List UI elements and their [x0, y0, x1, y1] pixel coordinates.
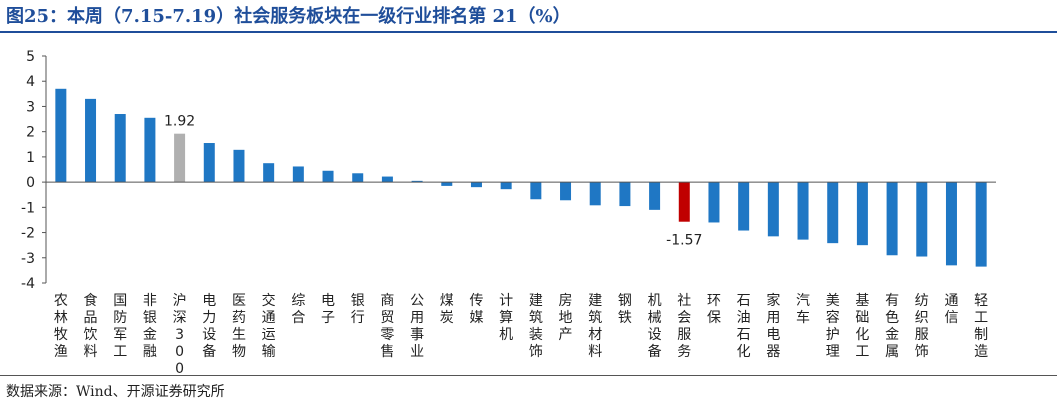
bar-15: [500, 182, 512, 190]
category-label: 建筑装饰: [529, 293, 543, 360]
bar-5: [203, 143, 215, 183]
bar-26: [827, 182, 839, 244]
category-label: 钢铁: [618, 293, 632, 326]
category-label: 传媒: [469, 293, 483, 326]
bar-24: [767, 182, 779, 237]
category-label: 有色金属: [885, 293, 899, 360]
bar-12: [411, 180, 423, 183]
y-tick-label: -1: [21, 200, 35, 216]
category-label: 基础化工: [855, 292, 869, 360]
category-label: 非银金融: [143, 293, 157, 360]
category-labels: 农林牧渔 食品饮料 国防军工 非银金融 沪深 3 0 0 电力设备 医药生物 交通运输 综合电子银行商…: [54, 292, 988, 375]
category-label: 家用电器: [766, 292, 780, 360]
chart-title: 图25：本周（7.15-7.19）社会服务板块在一级行业排名第 21（%）: [6, 6, 571, 27]
bar-chart: -4 -3 -2 -1 0 1 2 3 4 5 1.92 -1.57 农林牧渔 食品饮料 国防军工 非银金…: [21, 49, 996, 375]
bar-30: [945, 182, 957, 266]
category-label: 煤炭: [440, 293, 454, 326]
bar-27: [856, 182, 868, 246]
category-label: 石油石化: [737, 293, 751, 360]
bar-21: [678, 182, 690, 222]
category-label: 建筑材料: [588, 293, 602, 360]
category-label: 综合: [291, 293, 305, 326]
y-tick-label: 1: [26, 150, 35, 166]
y-tick-label: -3: [21, 251, 35, 267]
category-label: 农林牧渔: [54, 293, 68, 360]
category-label: 汽车: [796, 293, 810, 326]
bar-10: [352, 173, 364, 183]
title-underline: [0, 31, 1057, 33]
category-label: 医药生物: [232, 293, 246, 360]
category-label: 交通运输: [262, 292, 276, 360]
bar-11: [381, 176, 393, 183]
bar-20: [649, 182, 661, 210]
category-label: 机械设备: [648, 293, 662, 360]
data-labels: 1.92 -1.57: [164, 114, 702, 249]
y-tick-label: 4: [26, 74, 35, 90]
category-label: 电力设备: [202, 293, 216, 360]
y-tick-label: 3: [26, 99, 35, 115]
bar-13: [441, 182, 453, 186]
bar-6: [233, 149, 245, 183]
footer-divider: [0, 375, 1057, 376]
bar-0: [55, 88, 67, 183]
category-label: 电子: [321, 293, 335, 326]
category-label: 轻工制造: [974, 293, 988, 360]
data-label: -1.57: [666, 233, 702, 249]
category-label: 社会服务: [677, 293, 691, 360]
category-label: 银行: [351, 293, 365, 326]
y-tick-label: 5: [26, 49, 35, 65]
bar-17: [560, 182, 572, 201]
category-label: 计算机: [499, 293, 513, 343]
source-note: 数据来源：Wind、开源证券研究所: [6, 384, 225, 400]
category-label: 通信: [944, 293, 958, 326]
category-label: 纺织服饰: [915, 293, 929, 360]
bar-1: [85, 98, 97, 183]
category-label: 食品饮料: [84, 292, 98, 360]
bar-28: [886, 182, 898, 256]
data-label: 1.92: [164, 114, 195, 130]
bar-16: [530, 182, 542, 200]
bar-29: [916, 182, 928, 257]
y-axis: -4 -3 -2 -1 0 1 2 3 4 5: [21, 49, 47, 292]
bar-2: [114, 114, 126, 183]
bar-3: [144, 117, 156, 183]
bar-7: [263, 163, 275, 183]
bar-19: [619, 182, 631, 207]
category-label: 沪深 3 0 0: [173, 293, 187, 375]
bars: [55, 88, 987, 267]
bar-4: [174, 133, 186, 183]
category-label: 商贸零售: [380, 293, 394, 360]
bar-25: [797, 182, 809, 240]
bar-23: [738, 182, 750, 231]
category-label: 环保: [707, 293, 721, 326]
y-tick-label: -2: [21, 226, 35, 242]
y-tick-label: 2: [26, 125, 35, 141]
bar-8: [292, 166, 304, 183]
bar-14: [470, 182, 482, 188]
y-tick-label: -4: [21, 276, 35, 292]
category-label: 房地产: [559, 293, 573, 343]
category-label: 美容护理: [826, 293, 840, 360]
y-tick-label: 0: [26, 175, 35, 191]
category-label: 国防军工: [113, 293, 127, 360]
category-label: 公用事业: [410, 293, 424, 360]
bar-31: [975, 182, 987, 267]
bar-9: [322, 170, 334, 183]
bar-18: [589, 182, 601, 206]
bar-22: [708, 182, 720, 223]
